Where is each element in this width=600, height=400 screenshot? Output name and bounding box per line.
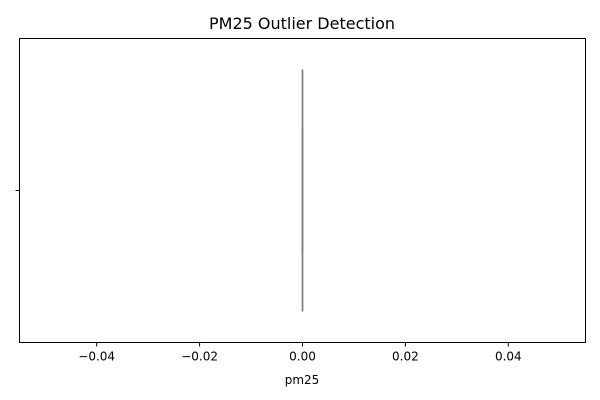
x-tick-label: 0.00 xyxy=(289,350,316,364)
x-axis: −0.04 −0.02 0.00 0.02 0.04 xyxy=(78,342,522,364)
x-tick-label: −0.04 xyxy=(78,350,115,364)
x-axis-label: pm25 xyxy=(285,373,320,387)
chart-title: PM25 Outlier Detection xyxy=(209,14,395,33)
x-tick-label: 0.04 xyxy=(495,350,522,364)
x-tick-label: 0.02 xyxy=(392,350,419,364)
x-tick-label: −0.02 xyxy=(181,350,218,364)
